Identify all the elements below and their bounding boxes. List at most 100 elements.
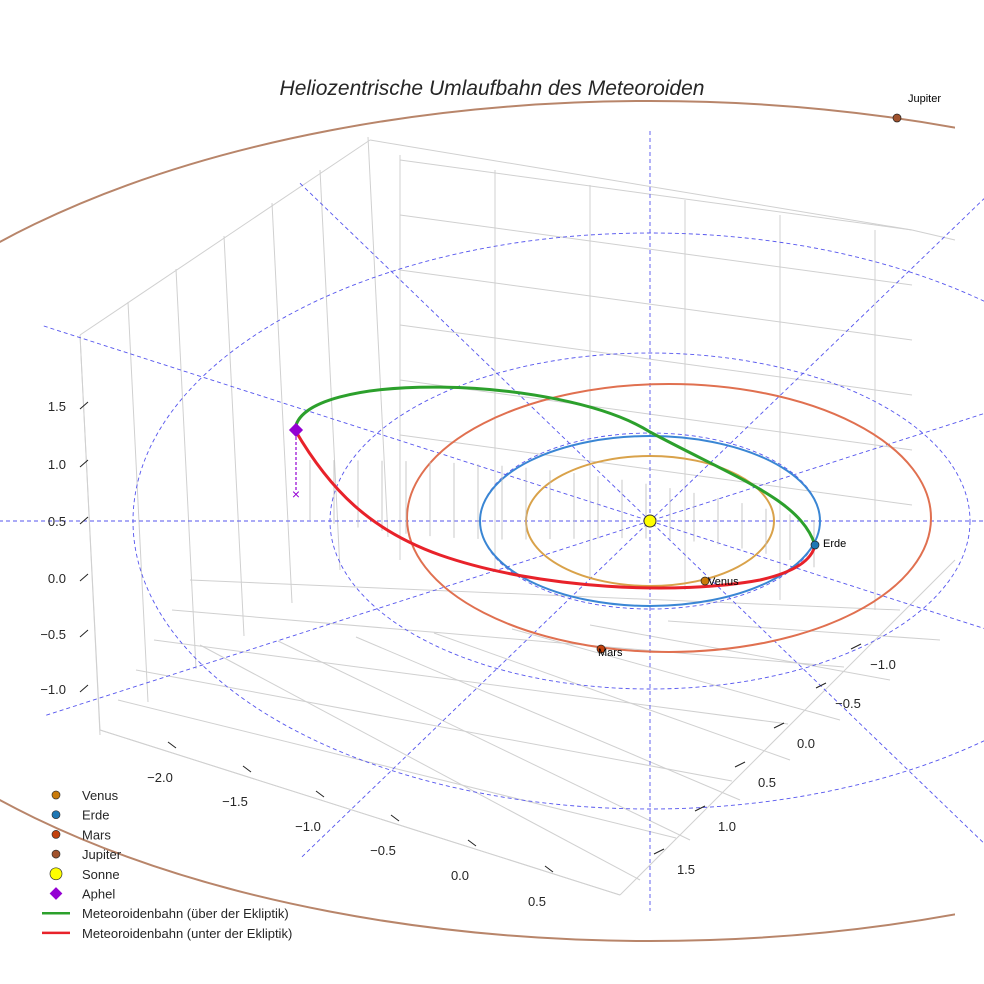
y-tick-label: 0.5 <box>758 775 776 790</box>
orbit-mars <box>406 383 932 653</box>
legend-venus-label: Venus <box>82 788 119 803</box>
legend-venus-marker <box>51 790 61 800</box>
grid-line <box>399 434 913 506</box>
grid-line <box>175 268 197 670</box>
y-tick-label: −1.0 <box>870 657 896 672</box>
aphel-marker <box>288 422 304 438</box>
x-tick-label: −0.5 <box>370 843 396 858</box>
grid-line <box>589 624 891 681</box>
y-tick-mark <box>734 761 746 768</box>
legend: Venus Erde Mars Jupiter Sonne Aphel Meteoroide… <box>42 788 292 941</box>
x-tick-mark <box>315 790 325 798</box>
x-tick-mark <box>167 741 177 749</box>
planet-marker-jupiter <box>892 113 902 123</box>
legend-meteoroidenbahn-unter-der-ekliptik-label: Meteoroidenbahn (unter der Ekliptik) <box>82 926 292 941</box>
z-tick-mark <box>79 516 89 525</box>
legend-jupiter-marker <box>51 849 61 859</box>
x-tick-mark <box>467 839 477 847</box>
y-tick-mark <box>653 848 665 855</box>
orbit-erde <box>479 435 821 607</box>
z-tick-label: −1.0 <box>40 682 66 697</box>
z-tick-label: 1.0 <box>48 457 66 472</box>
y-tick-mark <box>815 682 827 689</box>
x-tick-label: −2.0 <box>147 770 173 785</box>
z-tick-mark <box>79 684 89 693</box>
y-tick-mark <box>773 722 785 729</box>
grid-line <box>127 301 149 703</box>
grid-line <box>171 609 845 668</box>
grid-line <box>150 685 595 895</box>
grid-line <box>153 639 789 725</box>
planet-label-mars: Mars <box>598 647 623 659</box>
z-tick-mark <box>79 573 89 582</box>
grid-line <box>277 640 691 841</box>
radial-line <box>43 325 984 629</box>
axes-panes <box>79 136 956 896</box>
grid-line <box>223 235 245 637</box>
grid-line <box>189 579 901 611</box>
z-tick-label: 0.0 <box>48 571 66 586</box>
grid-line <box>117 699 677 839</box>
x-tick-mark <box>544 865 554 873</box>
legend-erde-marker <box>51 810 61 820</box>
x-tick-mark <box>390 814 400 822</box>
legend-meteoroidenbahn-über-der-ekliptik-label: Meteoroidenbahn (über der Ekliptik) <box>82 906 289 921</box>
pane-edge <box>369 139 913 231</box>
y-tick-label: −0.5 <box>835 696 861 711</box>
meteoroid-trajectory: × <box>292 385 817 590</box>
grid-line <box>399 379 913 451</box>
z-tick-label: 1.5 <box>48 399 66 414</box>
x-tick-mark <box>242 765 252 773</box>
y-tick-label: 1.0 <box>718 819 736 834</box>
grid-line <box>462 565 615 895</box>
x-tick-label: 0.5 <box>528 894 546 909</box>
legend-aphel-marker <box>49 887 63 900</box>
pane-edge <box>79 334 101 731</box>
grid-line <box>319 169 341 571</box>
z-tick-label: 0.5 <box>48 514 66 529</box>
grid-line <box>399 269 913 341</box>
grid-line <box>399 324 913 396</box>
x-tick-label: −1.5 <box>222 794 248 809</box>
z-tick-mark <box>79 629 89 638</box>
grid-line <box>135 669 733 782</box>
legend-sonne-label: Sonne <box>82 867 120 882</box>
grid-line <box>306 625 605 895</box>
planet-label-jupiter: Jupiter <box>908 93 941 105</box>
tick-labels: 1.5 1.0 0.5 0.0 −0.5 −1.0 −2.0 −1.5 −1.0 −0.5 0.0 0… <box>40 399 896 909</box>
y-tick-label: 1.5 <box>677 862 695 877</box>
legend-jupiter-label: Jupiter <box>82 847 122 862</box>
legend-sonne-marker <box>49 867 63 881</box>
legend-erde-label: Erde <box>82 808 109 823</box>
planet-marker-venus <box>700 576 710 586</box>
grid-line <box>99 729 621 896</box>
y-tick-mark <box>694 805 706 812</box>
pane-edge <box>619 559 956 896</box>
y-tick-label: 0.0 <box>797 736 815 751</box>
trajectory-below-ecliptic <box>293 429 817 590</box>
orbit-jupiter <box>0 100 955 942</box>
z-tick-label: −0.5 <box>40 627 66 642</box>
grid-line <box>399 214 913 286</box>
grid-line <box>355 636 741 801</box>
aphel-projection-x-icon: × <box>292 486 300 502</box>
grid-line <box>433 632 791 761</box>
chart-title: Heliozentrische Umlaufbahn des Meteoroid… <box>280 77 705 100</box>
legend-aphel-label: Aphel <box>82 887 115 902</box>
x-tick-label: 0.0 <box>451 868 469 883</box>
trajectory-above-ecliptic <box>293 385 817 546</box>
grid-line <box>271 202 293 604</box>
planet-label-erde: Erde <box>823 538 846 550</box>
grid-line <box>667 620 941 641</box>
grid-line <box>199 644 641 881</box>
legend-mars-marker <box>51 830 61 839</box>
pane-edge <box>911 229 956 241</box>
dashed-ecliptic-grid <box>0 131 984 911</box>
grid-line <box>367 136 389 538</box>
grid-line <box>228 655 600 895</box>
z-tick-mark <box>79 401 89 410</box>
sun-marker <box>643 514 657 528</box>
planet-marker-mars <box>596 644 606 654</box>
y-tick-mark <box>850 643 862 650</box>
